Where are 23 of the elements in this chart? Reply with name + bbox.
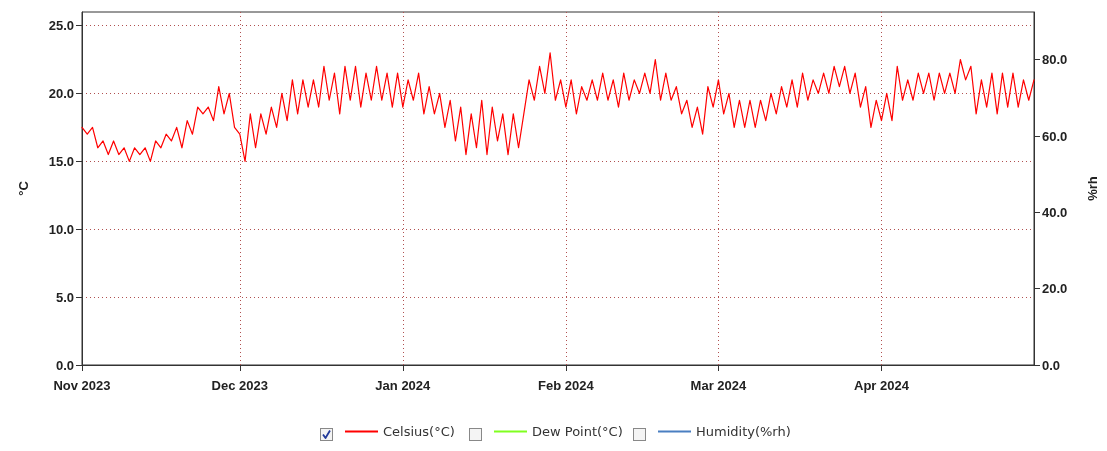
- legend-label: Humidity(%rh): [696, 424, 791, 439]
- x-tick-label: Feb 2024: [538, 378, 595, 393]
- y2-tick-label: 20.0: [1042, 281, 1068, 297]
- y-tick-label: 25.0: [48, 18, 74, 34]
- legend-label: Celsius(°C): [383, 424, 455, 439]
- y-axis-title: °C: [16, 180, 31, 196]
- x-tick-label: Mar 2024: [690, 378, 748, 393]
- y2-tick-label: 80.0: [1042, 52, 1068, 68]
- x-tick-label: Apr 2024: [854, 378, 910, 393]
- y2-tick-label: 60.0: [1042, 128, 1068, 144]
- y2-tick-label: 40.0: [1042, 204, 1068, 220]
- x-tick-label: Jan 2024: [375, 378, 432, 393]
- y-tick-label: 15.0: [48, 153, 74, 169]
- x-tick-label: Nov 2023: [53, 378, 111, 393]
- y-tick-label: 5.0: [55, 289, 74, 305]
- x-tick-label: Dec 2023: [211, 378, 268, 393]
- y2-axis-title: %rh: [1085, 176, 1100, 201]
- legend-label: Dew Point(°C): [532, 424, 623, 439]
- line-series: [81, 52, 1035, 162]
- y-tick-label: 10.0: [48, 221, 74, 237]
- y-tick-label: 0.0: [55, 357, 74, 373]
- y-tick-label: 20.0: [48, 85, 74, 101]
- y2-tick-label: 0.0: [1042, 357, 1061, 373]
